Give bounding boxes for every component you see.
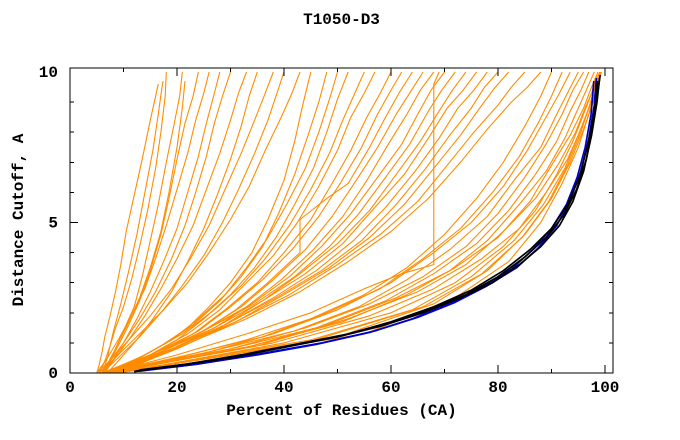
predicted-models-curve — [115, 71, 510, 374]
predicted-models-curve — [112, 71, 376, 374]
x-axis-label: Percent of Residues (CA) — [226, 402, 457, 420]
predicted-models-curve — [118, 77, 598, 374]
y-tick-label: 0 — [48, 365, 58, 383]
predicted-models-curve — [96, 83, 159, 374]
predicted-models-curve — [118, 74, 598, 374]
predicted-models-curve — [101, 71, 285, 374]
predicted-models-curve — [101, 80, 164, 374]
predicted-models-curve — [101, 71, 553, 374]
predicted-models-curve — [128, 77, 600, 373]
x-tick-label: 100 — [591, 379, 620, 397]
predicted-models-curve — [98, 71, 167, 374]
predicted-models-curve — [104, 71, 478, 374]
predicted-models-curve — [112, 71, 403, 374]
predicted-models-curve — [107, 71, 526, 374]
predicted-models-curve — [112, 71, 599, 374]
predicted-models-curve — [107, 71, 595, 374]
predicted-models-curve — [106, 71, 258, 374]
predicted-models-curve — [104, 80, 186, 374]
highlighted-models-black-curve — [134, 77, 601, 373]
predicted-models-curve — [107, 71, 392, 374]
predicted-models-curve — [99, 71, 301, 374]
predicted-models-curve — [107, 71, 440, 374]
x-tick-label: 0 — [65, 379, 75, 397]
x-tick-label: 80 — [488, 379, 507, 397]
highlighted-models-black-curve — [136, 74, 602, 372]
predicted-models-curve — [96, 71, 210, 374]
plot-frame — [69, 67, 614, 374]
x-tick-label: 60 — [381, 379, 400, 397]
y-tick-label: 5 — [48, 215, 58, 233]
predicted-models-curve — [101, 71, 413, 374]
predicted-models-curve — [104, 71, 365, 374]
predicted-models-curve — [101, 71, 199, 374]
predicted-models-curve — [98, 71, 232, 374]
chart-title: T1050-D3 — [303, 11, 380, 29]
predicted-models-curve — [109, 71, 456, 374]
predicted-models-curve — [107, 71, 499, 374]
predicted-models-curve — [96, 71, 274, 374]
x-tick-label: 40 — [274, 379, 293, 397]
x-tick-label: 20 — [167, 379, 186, 397]
predicted-models-curve — [104, 71, 571, 374]
predicted-models-curve — [112, 71, 585, 374]
y-tick-label: 10 — [39, 64, 58, 82]
predicted-models-curve — [117, 71, 542, 374]
